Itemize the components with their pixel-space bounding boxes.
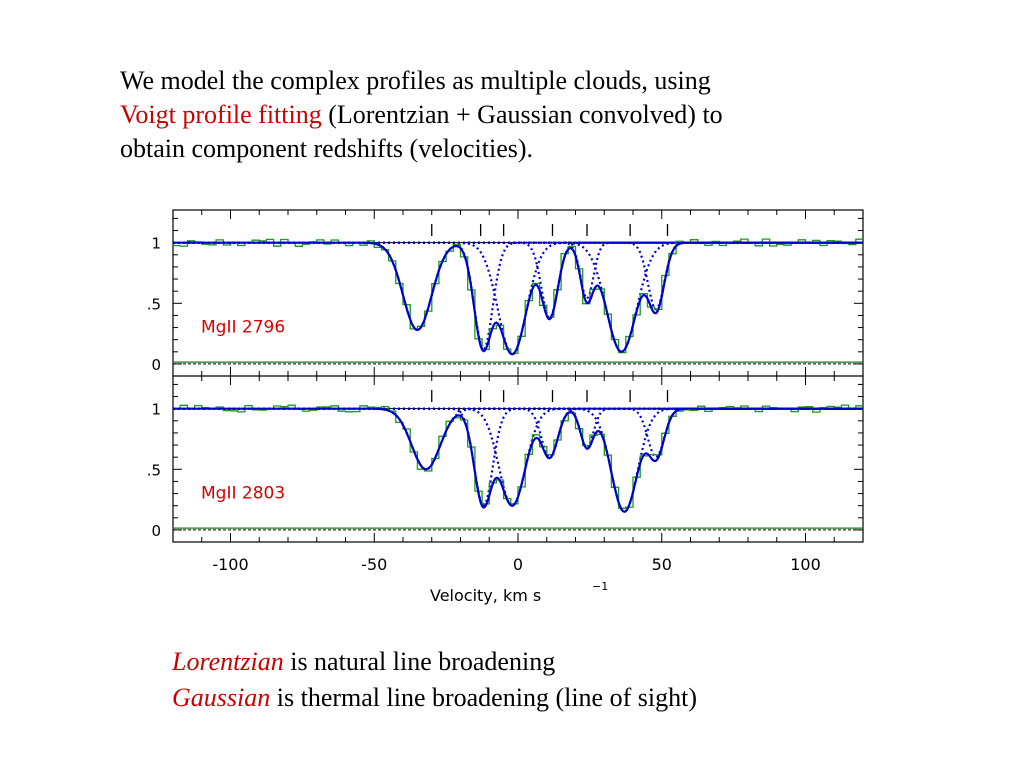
component-profile — [173, 407, 863, 459]
y-tick-label: 1 — [151, 235, 161, 253]
broadening-notes: Lorentzian is natural line broadening Ga… — [172, 644, 932, 716]
intro-line-3: obtain component redshifts (velocities). — [120, 134, 534, 163]
y-tick-label: .5 — [147, 461, 161, 479]
component-profile — [173, 407, 863, 471]
gaussian-text: is thermal line broadening (line of sigh… — [276, 683, 697, 712]
note-gaussian: Gaussian is thermal line broadening (lin… — [172, 680, 932, 716]
component-profile — [173, 241, 863, 320]
component-profile — [173, 407, 863, 449]
panel-label: MgII 2796 — [201, 317, 285, 337]
intro-paragraph: We model the complex profiles as multipl… — [120, 64, 940, 166]
x-tick-label: 0 — [513, 555, 523, 574]
intro-line-1: We model the complex profiles as multipl… — [120, 66, 711, 95]
component-profile — [173, 407, 863, 459]
voigt-profile-figure: 0 .5 1 MgII 2796 0 .5 1 MgII 2803 -100 -50 0 50 100 V… — [147, 209, 864, 605]
x-tick-label: 50 — [652, 555, 672, 574]
x-tick-label: -50 — [361, 555, 387, 574]
model-fit — [173, 407, 863, 514]
x-axis-label-superscript: −1 — [592, 580, 608, 593]
x-tick-label: 100 — [790, 555, 821, 574]
y-tick-label: 0 — [151, 356, 161, 374]
y-tick-label: 0 — [151, 522, 161, 540]
y-tick-label: 1 — [151, 401, 161, 419]
data-histogram — [173, 404, 863, 509]
component-profile — [173, 241, 863, 301]
lorentzian-term: Lorentzian — [172, 647, 284, 676]
x-tick-label: -100 — [212, 555, 248, 574]
voigt-highlight: Voigt profile fitting — [120, 100, 322, 129]
panel-label: MgII 2803 — [201, 483, 285, 503]
component-profile — [173, 241, 863, 311]
intro-line-2-rest: (Lorentzian + Gaussian convolved) to — [328, 100, 723, 129]
gaussian-term: Gaussian — [172, 683, 271, 712]
lorentzian-text: is natural line broadening — [290, 647, 556, 676]
panel-2: 0 .5 1 MgII 2803 — [147, 375, 864, 542]
x-axis-label: Velocity, km s — [430, 586, 541, 605]
panel-1: 0 .5 1 MgII 2796 — [147, 210, 864, 376]
model-fit — [173, 241, 863, 356]
note-lorentzian: Lorentzian is natural line broadening — [172, 644, 932, 680]
y-tick-label: .5 — [147, 295, 161, 313]
